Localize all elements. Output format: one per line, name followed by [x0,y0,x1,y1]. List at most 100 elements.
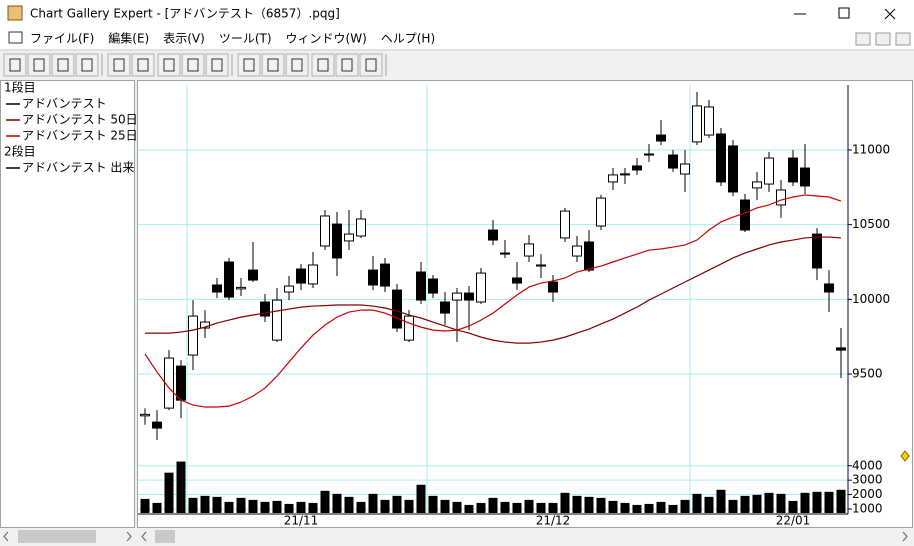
toolbar-icon [365,58,377,72]
candle-body [140,413,150,417]
toolbar-button[interactable] [335,53,359,77]
candle-body [716,133,726,183]
toolbar-button[interactable] [51,53,75,77]
volume-bar [836,489,846,513]
candle-body [776,189,786,206]
volume-bar [140,498,150,513]
volume-bar [272,500,282,513]
close-button[interactable] [884,8,896,20]
volume-bar [584,496,594,513]
menu-item[interactable]: 編集(E) [108,31,149,46]
volume-bar [428,495,438,513]
candle-body [344,233,354,242]
candle-body [548,281,558,293]
x-tick-label: 21/12 [536,514,571,528]
volume-bar [416,484,426,513]
toolbar-button[interactable] [237,53,261,77]
volume-bar [176,461,186,513]
y-tick-label: 2000 [852,487,883,501]
scroll-arrows[interactable] [3,531,908,542]
volume-bar [284,503,294,513]
menu-item[interactable]: ツール(T) [219,32,272,46]
volume-bar [560,492,570,513]
candle-body [752,181,762,189]
volume-bar [260,501,270,513]
toolbar-icon [57,58,69,72]
toolbar-button[interactable] [75,53,99,77]
panel-label: 2段目 [4,144,36,159]
candle-body [692,105,702,143]
candle-body [212,284,222,293]
toolbar-button[interactable] [261,53,285,77]
volume-bar [248,499,258,513]
volume-bar [632,504,642,513]
volume-bar [404,499,414,513]
volume-bar [536,502,546,513]
scroll-thumb[interactable] [155,530,175,543]
toolbar-icon [113,58,125,72]
toolbar-button[interactable] [3,53,27,77]
toolbar-icon [81,58,93,72]
volume-bar [464,504,474,513]
maximize-button[interactable] [838,7,850,19]
candle-body [560,210,570,239]
menu-item[interactable]: ヘルプ(H) [381,32,435,46]
toolbar-icon [187,58,199,72]
menu-item[interactable]: ウィンドウ(W) [286,32,367,46]
toolbar-icon [211,58,223,72]
toolbar-button[interactable] [205,53,229,77]
volume-bar [368,493,378,513]
mdi-icon[interactable] [8,31,23,44]
y-tick-label: 10500 [852,217,890,231]
marker[interactable] [900,450,910,462]
candle-body [788,157,798,183]
candle-body [272,299,282,341]
candle-body [452,292,462,301]
candle-body [644,153,654,156]
mdi-close[interactable] [895,32,911,46]
toolbar-icon [163,58,175,72]
volume-bar [236,497,246,513]
toolbar-button[interactable] [181,53,205,77]
volume-bar [152,502,162,513]
volume-bar [644,503,654,513]
volume-bar [200,495,210,513]
toolbar-button[interactable] [359,53,383,77]
candle-body [284,285,294,293]
title-bar [0,0,914,28]
toolbar-button[interactable] [285,53,309,77]
mdi-restore[interactable] [875,32,891,46]
volume-bar [824,491,834,513]
volume-bar [164,472,174,513]
candle-body [800,167,810,187]
candle-body [308,264,318,285]
volume-bar [344,496,354,513]
candle-body [608,174,618,183]
y-tick-label: 9500 [852,367,883,381]
toolbar-icon [267,58,279,72]
legend-label: アドバンテスト [22,97,107,111]
volume-bar [440,499,450,513]
legend-label: アドバンテスト 出来 [22,161,134,175]
menu-item[interactable]: 表示(V) [163,32,205,46]
volume-bar [512,502,522,513]
toolbar-button[interactable] [157,53,181,77]
toolbar-button[interactable] [311,53,335,77]
menu-bar [0,28,914,49]
candle-body [392,289,402,329]
chart-scrollbar[interactable] [137,528,914,545]
toolbar-button[interactable] [107,53,131,77]
volume-bar [356,501,366,513]
toolbar-icon [243,58,255,72]
volume-bar [656,501,666,513]
toolbar-button[interactable] [131,53,155,77]
volume-bar [728,499,738,513]
candle-body [416,271,426,301]
toolbar-icon [341,58,353,72]
candle-body [668,154,678,169]
mdi-minimize[interactable] [855,32,871,46]
toolbar-button[interactable] [27,53,51,77]
candle-body [224,261,234,298]
scroll-thumb[interactable] [18,530,96,543]
menu-item[interactable]: ファイル(F) [30,32,94,46]
